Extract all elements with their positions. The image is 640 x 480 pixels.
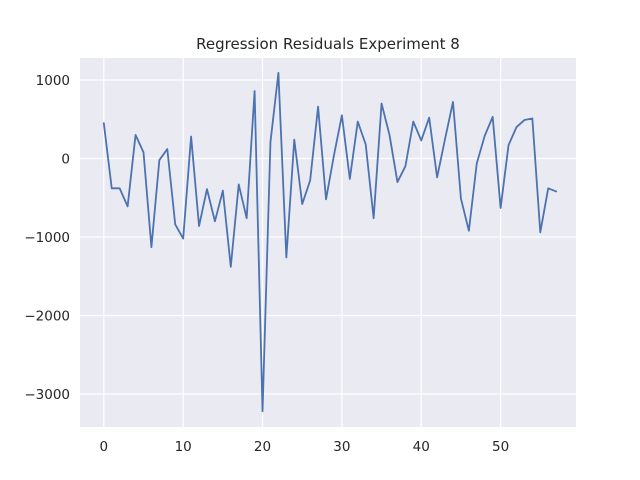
y-tick-label: −1000 (24, 230, 70, 246)
x-tick-label: 50 (492, 439, 509, 455)
y-tick-labels: −3000 −2000 −1000 0 1000 (24, 73, 70, 403)
residuals-line (102, 72, 558, 413)
x-tick-label: 40 (413, 439, 430, 455)
y-tick-label: 1000 (36, 73, 70, 89)
plot-background (80, 58, 576, 427)
y-tick-label: 0 (61, 151, 70, 167)
y-tick-label: −3000 (24, 387, 70, 403)
x-tick-label: 20 (254, 439, 271, 455)
x-tick-label: 30 (333, 439, 350, 455)
x-tick-label: 10 (175, 439, 192, 455)
y-gridlines (80, 79, 576, 395)
y-tick-label: −2000 (24, 309, 70, 325)
x-tick-labels: 0 10 20 30 40 50 (100, 439, 510, 455)
chart-title: Regression Residuals Experiment 8 (196, 35, 460, 53)
x-tick-label: 0 (100, 439, 109, 455)
